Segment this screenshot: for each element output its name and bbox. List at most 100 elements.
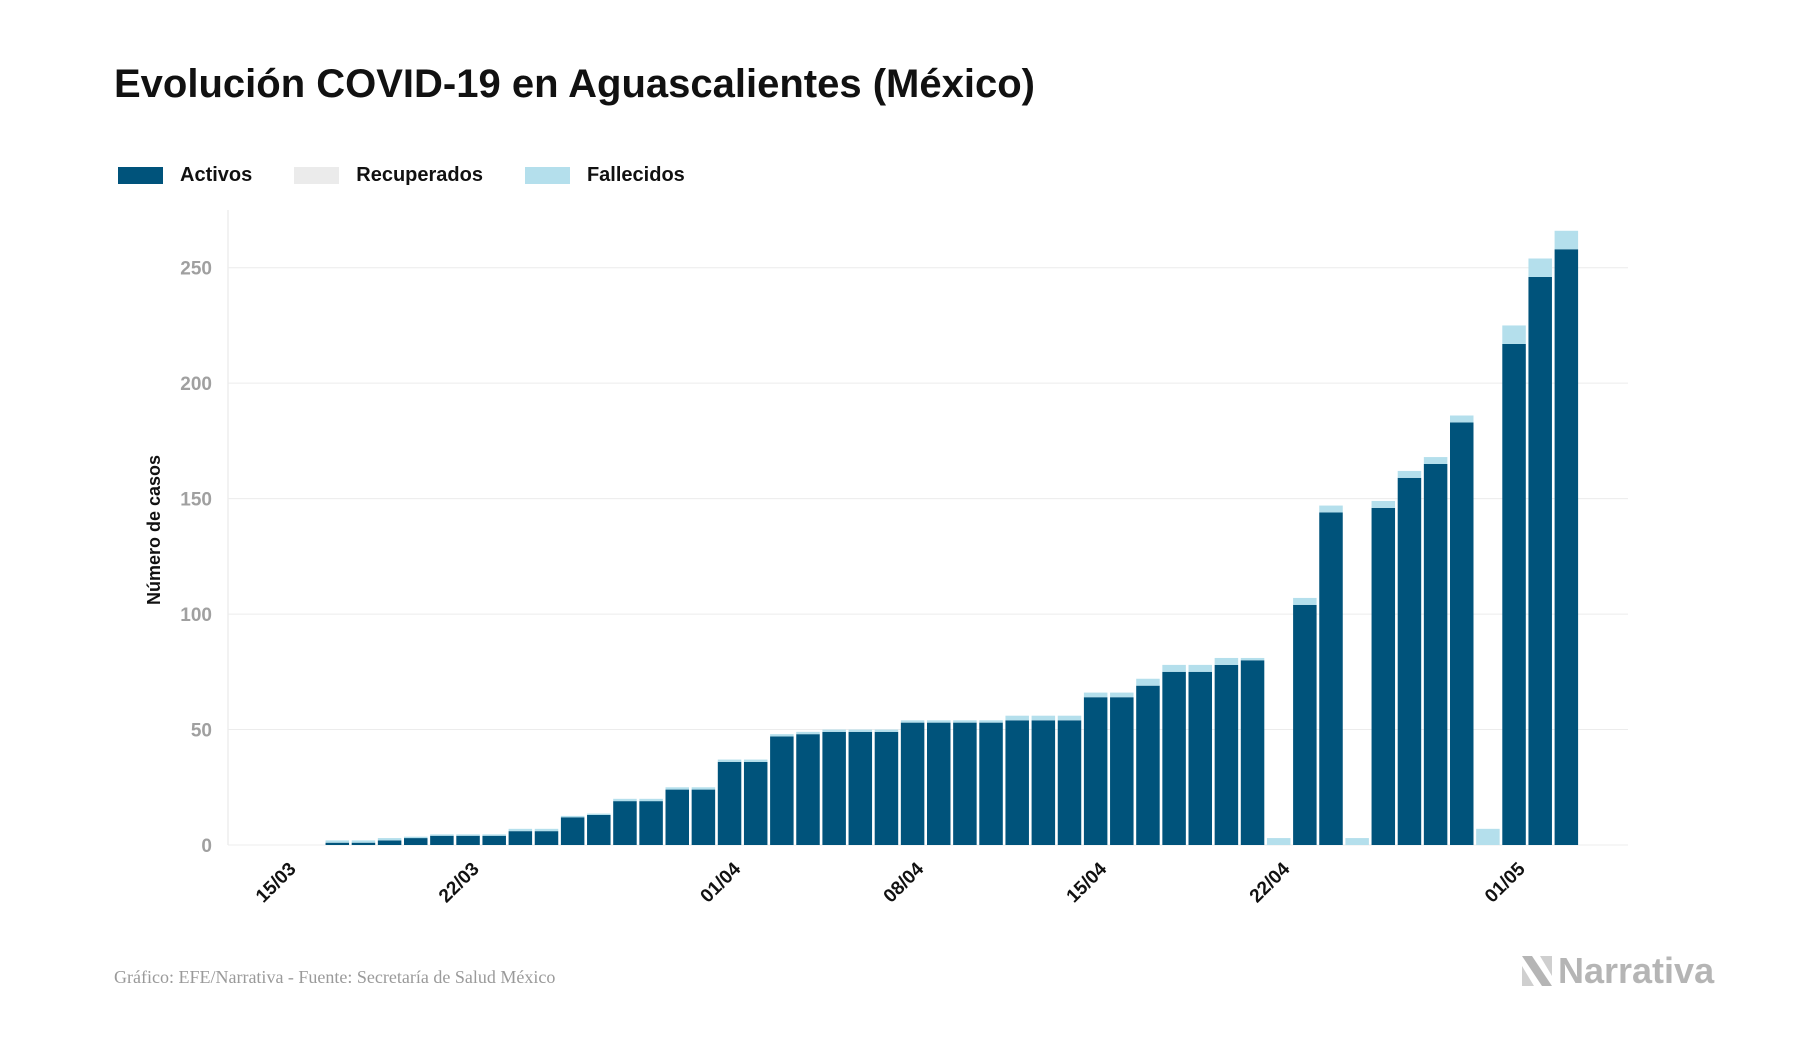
bar-fallecidos xyxy=(1110,692,1134,698)
narrativa-logo-icon xyxy=(1522,956,1552,986)
bar-fallecidos xyxy=(979,720,1003,723)
bar-activos xyxy=(534,831,559,845)
bar-fallecidos xyxy=(874,729,899,732)
bar-activos xyxy=(1110,697,1134,845)
bar-fallecidos xyxy=(1162,664,1186,672)
bar-fallecidos xyxy=(534,828,559,832)
bar-activos xyxy=(927,722,951,845)
brand-logo: Narrativa xyxy=(1520,950,1714,992)
bar-fallecidos xyxy=(900,720,925,723)
bar-activos xyxy=(613,801,637,845)
bar-fallecidos xyxy=(351,840,376,843)
bar-fallecidos xyxy=(1031,715,1056,721)
bar-fallecidos xyxy=(613,798,637,802)
bar-activos xyxy=(639,801,663,845)
bar-fallecidos xyxy=(743,759,768,762)
bar-fallecidos xyxy=(377,838,402,841)
x-tick-label: 08/04 xyxy=(880,858,929,907)
bar-fallecidos xyxy=(1136,678,1160,686)
bar-fallecidos xyxy=(587,813,611,815)
bar-fallecidos xyxy=(1293,597,1317,605)
bar-fallecidos xyxy=(691,787,716,790)
bar-activos xyxy=(717,761,742,845)
bar-fallecidos xyxy=(822,729,846,732)
bar-fallecidos xyxy=(639,798,663,802)
x-tick-label: 22/03 xyxy=(435,859,483,907)
bar-activos xyxy=(404,838,428,845)
bar-activos xyxy=(848,731,873,845)
bar-activos xyxy=(1031,720,1056,845)
bar-activos xyxy=(770,736,794,845)
x-tick-label: 01/04 xyxy=(697,858,746,907)
bar-fallecidos xyxy=(1554,230,1579,250)
bar-activos xyxy=(430,835,454,845)
source-note: Gráfico: EFE/Narrativa - Fuente: Secreta… xyxy=(114,967,556,987)
bar-fallecidos xyxy=(1476,828,1500,845)
y-tick-label: 250 xyxy=(180,259,212,280)
bar-fallecidos xyxy=(665,787,689,790)
bar-activos xyxy=(1083,697,1108,845)
legend-swatch-activos xyxy=(118,167,163,184)
bar-activos xyxy=(874,731,899,845)
bar-fallecidos xyxy=(1057,715,1082,721)
brand-name: Narrativa xyxy=(1558,950,1715,991)
legend-item-fallecidos: Fallecidos xyxy=(524,164,685,187)
y-tick-label: 50 xyxy=(191,721,212,742)
legend-label-activos: Activos xyxy=(180,164,253,186)
bar-activos xyxy=(560,817,585,845)
bar-activos xyxy=(587,814,611,845)
bar-fallecidos xyxy=(1188,664,1212,672)
x-tick-label: 01/05 xyxy=(1481,858,1530,907)
bar-fallecidos xyxy=(848,729,873,732)
bar-activos xyxy=(1293,604,1317,845)
bars xyxy=(325,230,1579,846)
bar-activos xyxy=(953,722,977,845)
bar-fallecidos xyxy=(456,834,480,836)
bar-activos xyxy=(456,835,480,845)
legend-item-recuperados: Recuperados xyxy=(294,164,483,187)
bar-fallecidos xyxy=(1319,505,1343,513)
bar-activos xyxy=(1136,685,1160,845)
bar-activos xyxy=(1005,720,1029,845)
y-axis-label: Número de casos xyxy=(144,455,164,605)
bar-fallecidos xyxy=(1240,657,1265,661)
y-tick-label: 0 xyxy=(201,836,212,857)
bar-activos xyxy=(508,831,533,845)
bar-fallecidos xyxy=(927,720,951,723)
bar-fallecidos xyxy=(508,828,533,832)
bar-activos xyxy=(691,789,716,845)
bar-fallecidos xyxy=(560,815,585,818)
y-tick-label: 100 xyxy=(180,605,212,626)
bar-activos xyxy=(1450,422,1474,845)
chart-title: Evolución COVID-19 en Aguascalientes (Mé… xyxy=(114,62,1035,106)
bar-fallecidos xyxy=(1423,457,1448,464)
bar-activos xyxy=(743,761,768,845)
x-tick-label: 15/04 xyxy=(1063,858,1112,907)
bar-activos xyxy=(377,840,402,845)
bar-fallecidos xyxy=(1450,415,1474,423)
bar-activos xyxy=(900,722,925,845)
bar-activos xyxy=(979,722,1003,845)
bar-fallecidos xyxy=(325,840,350,843)
bar-activos xyxy=(1240,660,1265,845)
bar-fallecidos xyxy=(482,834,506,836)
legend-label-fallecidos: Fallecidos xyxy=(586,164,685,186)
bar-fallecidos xyxy=(953,720,977,723)
bar-fallecidos xyxy=(404,836,428,839)
bar-activos xyxy=(1397,477,1422,845)
bar-fallecidos xyxy=(770,734,794,737)
legend-item-activos: Activos xyxy=(118,164,252,187)
bar-activos xyxy=(1214,664,1239,845)
y-tick-label: 200 xyxy=(180,374,212,395)
bar-fallecidos xyxy=(1083,692,1108,698)
bar-activos xyxy=(796,734,820,845)
bar-fallecidos xyxy=(1528,258,1552,277)
bar-fallecidos xyxy=(430,834,454,836)
bar-fallecidos xyxy=(717,759,742,762)
bar-activos xyxy=(1057,720,1082,845)
bar-activos xyxy=(1188,671,1212,845)
bar-activos xyxy=(1423,464,1448,845)
legend: Activos Recuperados Fallecidos xyxy=(118,164,727,187)
bar-activos xyxy=(1528,276,1552,845)
bar-activos xyxy=(482,835,506,845)
